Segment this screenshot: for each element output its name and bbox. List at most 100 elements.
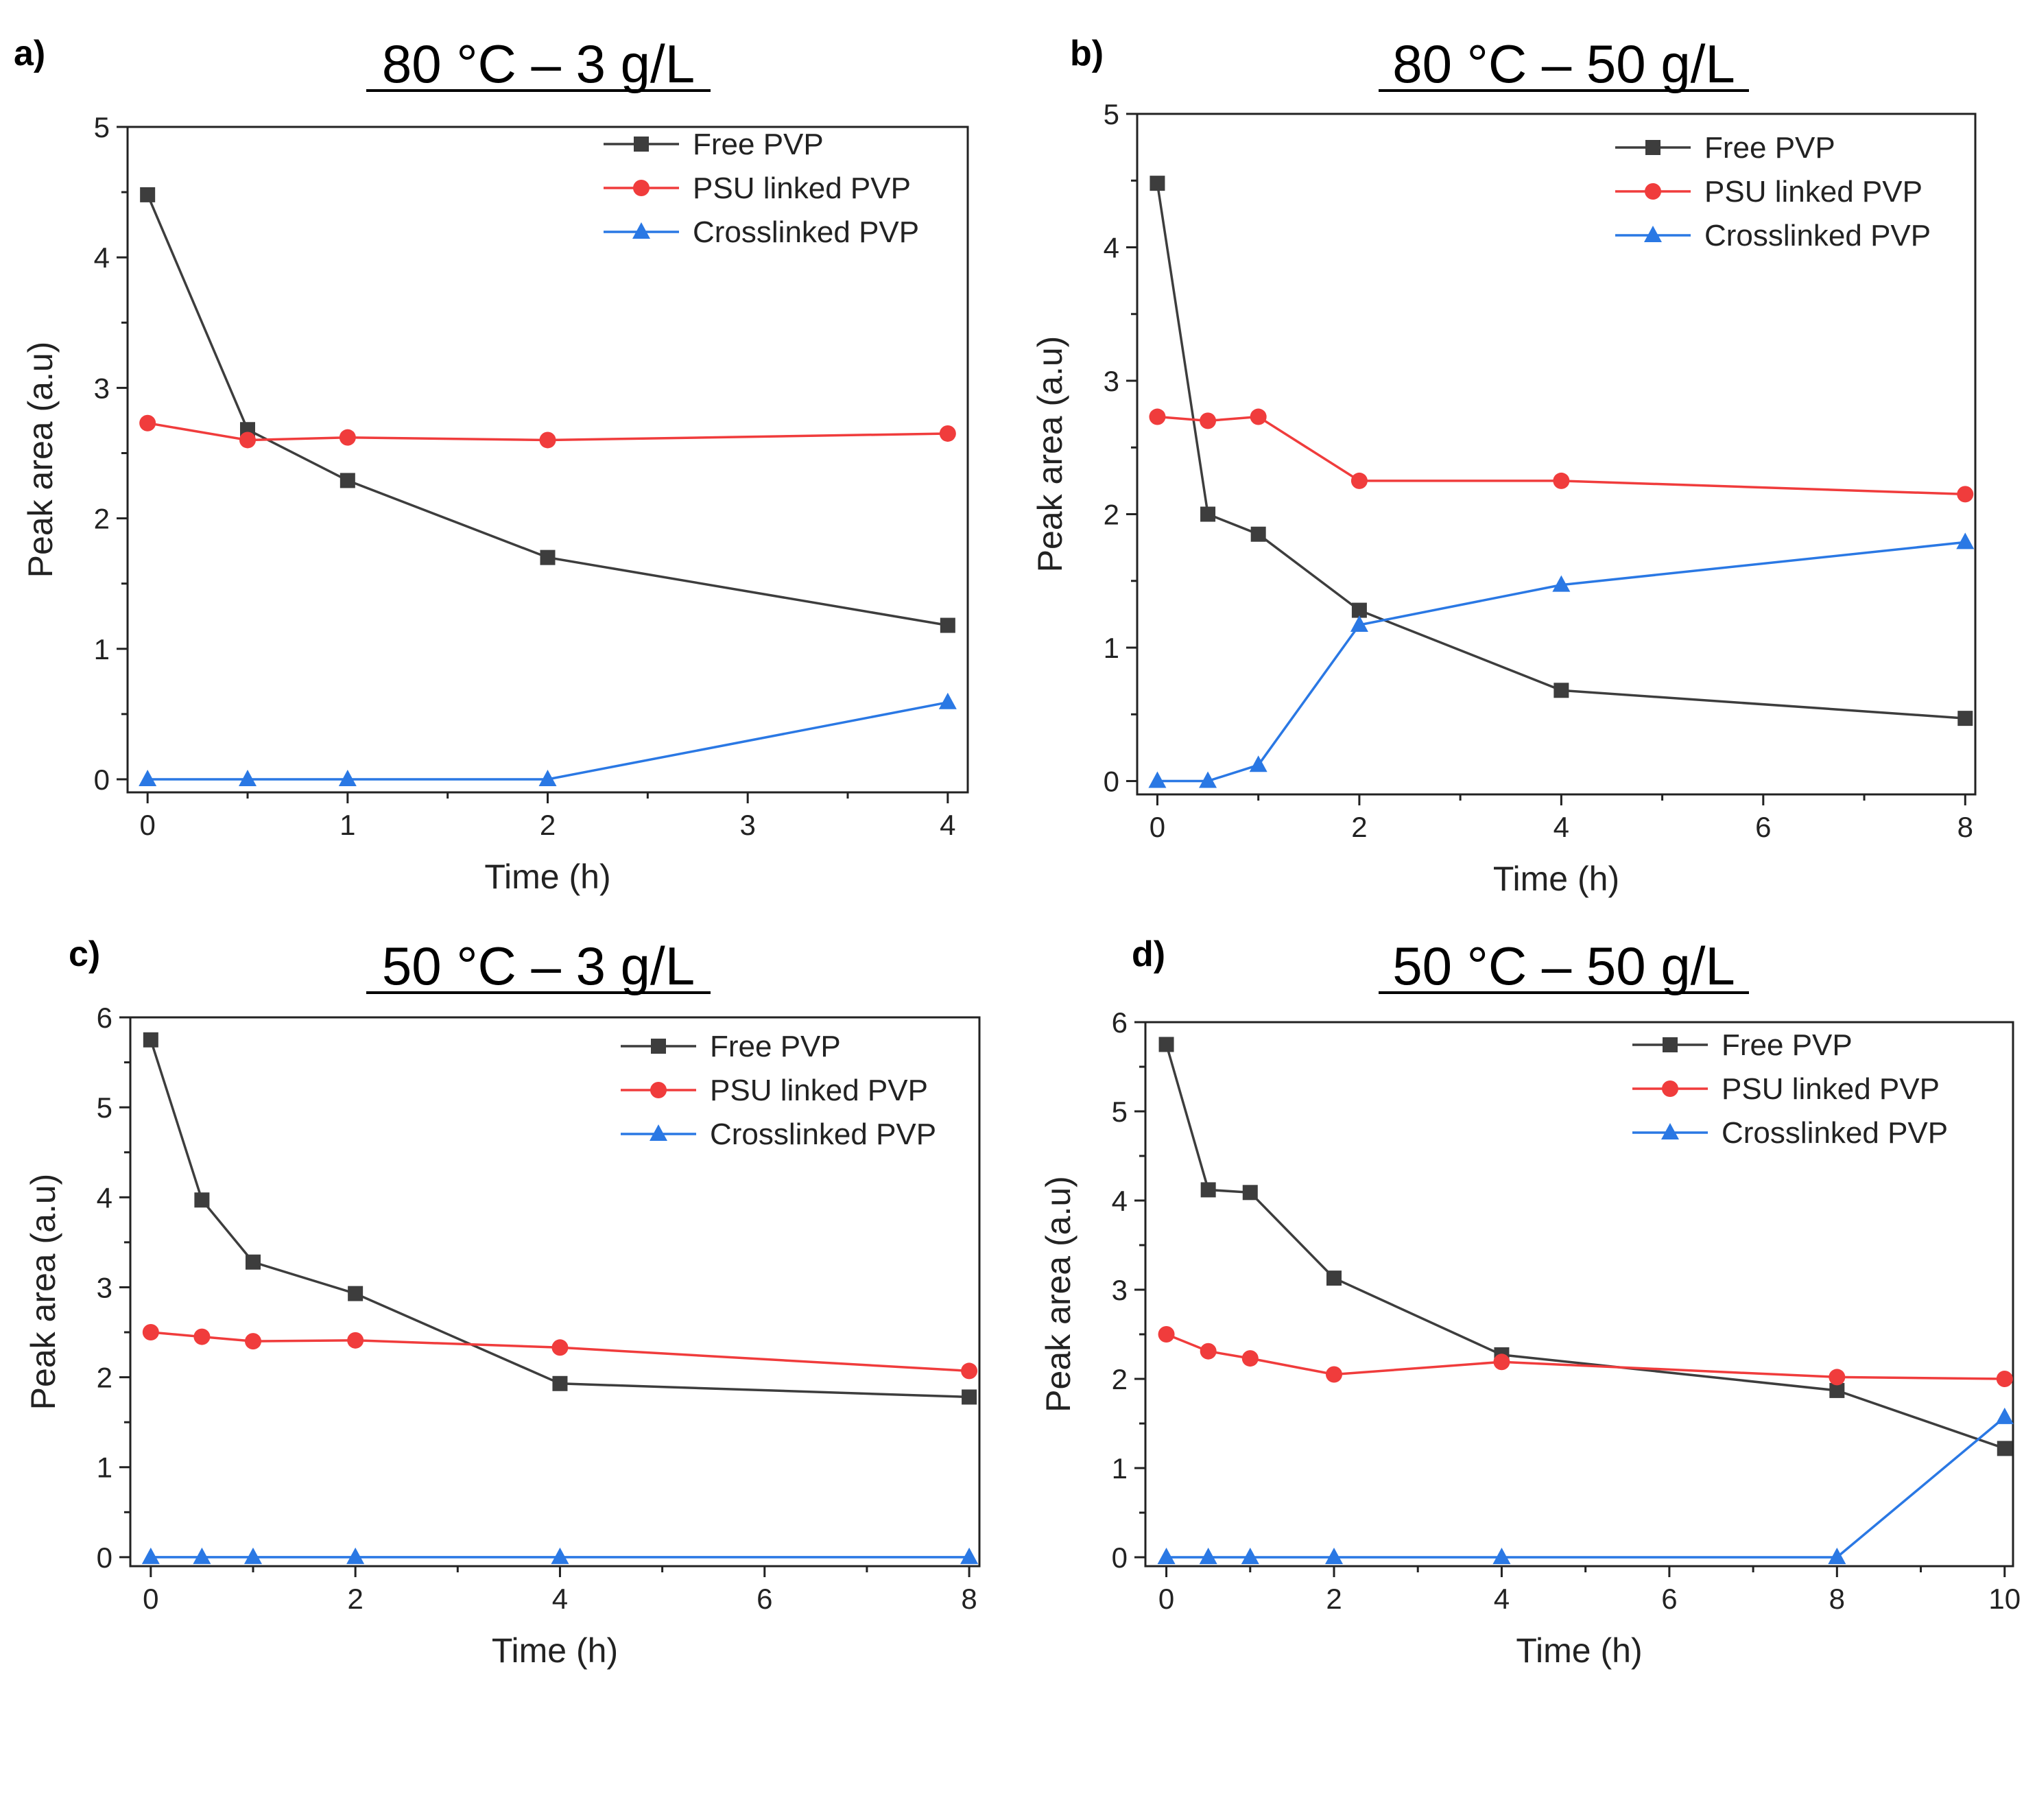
- panel-a-y-axis-label: Peak area (a.u): [21, 342, 60, 578]
- panel-c-series-free-pvp-point: [552, 1375, 568, 1391]
- panel-c-y-tick-label: 5: [97, 1091, 112, 1124]
- panel-d-series-crosslinked-pvp-point: [1241, 1548, 1259, 1564]
- panel-a-legend-marker: [634, 137, 649, 152]
- panel-a-y-tick-label: 1: [94, 633, 110, 665]
- panel-c-series-crosslinked-pvp-point: [193, 1547, 211, 1564]
- panel-c-series-psu-linked-pvp: [142, 1324, 978, 1380]
- panel-d-legend-marker: [1663, 1037, 1678, 1052]
- panel-d-x-tick-label: 0: [1158, 1583, 1174, 1615]
- panel-b-y-tick-label: 2: [1104, 499, 1119, 531]
- panel-c-y-tick-label: 0: [97, 1541, 112, 1574]
- panel-b-label: b): [1070, 34, 1104, 73]
- panel-b-y-tick-label: 4: [1104, 232, 1119, 264]
- panel-b-legend-marker: [1645, 140, 1660, 155]
- panel-a-series-free-pvp: [140, 187, 955, 633]
- panel-c-series-free-pvp: [143, 1032, 977, 1405]
- panel-b-x-tick-label: 6: [1755, 811, 1771, 843]
- panel-a-series-crosslinked-pvp-line: [147, 701, 949, 781]
- panel-b-x-tick-label: 8: [1957, 811, 1973, 843]
- panel-d-legend-label: Free PVP: [1722, 1028, 1853, 1062]
- panel-c-series-psu-linked-pvp-point: [142, 1324, 159, 1341]
- panel-d-series-psu-linked-pvp: [1158, 1326, 2013, 1387]
- panel-c-y-tick-label: 3: [97, 1271, 112, 1303]
- panel-b-series-psu-linked-pvp-point: [1553, 472, 1570, 489]
- panel-d-y-tick-label: 5: [1112, 1096, 1128, 1128]
- panel-a-x-tick-label: 1: [340, 809, 355, 841]
- panel-b-y-tick-label: 5: [1104, 98, 1119, 130]
- panel-c-x-tick-label: 2: [347, 1583, 363, 1615]
- panel-d-y-tick-label: 2: [1112, 1363, 1128, 1395]
- panel-b-series-crosslinked-pvp-point: [1249, 755, 1267, 772]
- panel-a-series-crosslinked-pvp-point: [338, 769, 357, 786]
- panel-a-series-psu-linked-pvp-point: [339, 429, 356, 446]
- panel-d-series-free-pvp-point: [1829, 1382, 1845, 1398]
- panel-d-y-axis-label: Peak area (a.u): [1039, 1176, 1078, 1413]
- panel-c-x-tick-label: 0: [143, 1583, 158, 1615]
- panel-b-x-axis-label: Time (h): [1493, 860, 1619, 898]
- panel-c-series-crosslinked-pvp-point: [346, 1547, 365, 1564]
- panel-c-series-crosslinked-pvp-point: [141, 1547, 160, 1564]
- panel-b-plot-frame: [1136, 113, 1977, 796]
- panel-c-x-axis-label: Time (h): [492, 1631, 618, 1670]
- panel-b-series-free-pvp-point: [1553, 683, 1569, 698]
- panel-c-legend-label: Crosslinked PVP: [710, 1118, 936, 1151]
- panel-c: c) 50 °C – 3 g/L 0 2 4 6 8 0 1 2 3 4 5 6 Time (h) Peak …: [24, 934, 981, 1670]
- panel-c-legend-marker: [650, 1124, 667, 1141]
- panel-a-legend-marker: [633, 180, 650, 196]
- panel-d-y-tick-label: 0: [1112, 1541, 1128, 1574]
- panel-d-series-psu-linked-pvp-point: [1326, 1366, 1342, 1383]
- panel-a-series-crosslinked-pvp-point: [938, 692, 957, 709]
- panel-a-legend-label: PSU linked PVP: [693, 172, 911, 205]
- panel-b-legend-label: Crosslinked PVP: [1704, 219, 1931, 252]
- panel-b-y-tick-label: 0: [1104, 766, 1119, 798]
- panel-d-series-psu-linked-pvp-point: [1493, 1354, 1510, 1371]
- panel-a-series-crosslinked-pvp-point: [538, 769, 557, 786]
- panel-a-series-free-pvp-point: [140, 187, 156, 202]
- panel-a-y-tick-label: 5: [94, 111, 110, 143]
- panel-d-y-tick-label: 3: [1112, 1274, 1128, 1306]
- panel-d-legend-marker: [1662, 1080, 1678, 1097]
- panel-b-legend-label: PSU linked PVP: [1704, 175, 1922, 209]
- panel-b-legend-label: Free PVP: [1704, 131, 1835, 165]
- panel-a-y-tick-label: 4: [94, 241, 110, 274]
- panel-d-series-crosslinked-pvp-point: [1157, 1548, 1176, 1564]
- panel-d-series-free-pvp-point: [1997, 1441, 2012, 1456]
- panel-b-series-psu-linked-pvp-point: [1350, 472, 1368, 489]
- panel-b-legend-marker: [1645, 183, 1661, 200]
- panel-c-series-crosslinked-pvp-point: [960, 1547, 979, 1564]
- panel-d-plot-frame: [1144, 1021, 2014, 1568]
- panel-b-x-tick-label: 0: [1150, 811, 1165, 843]
- panel-b-series-psu-linked-pvp-point: [1200, 412, 1217, 429]
- panel-b-series-free-pvp-line: [1156, 182, 1966, 720]
- panel-a-series-psu-linked-pvp-point: [139, 414, 156, 432]
- panel-a-series-crosslinked-pvp-point: [139, 769, 157, 786]
- panel-c-series-free-pvp-point: [245, 1254, 261, 1270]
- panel-a-title: 80 °C – 3 g/L: [382, 34, 695, 94]
- panel-b-series-crosslinked-pvp-line: [1157, 541, 1966, 783]
- panel-a-x-tick-label: 2: [540, 809, 556, 841]
- panel-b-y-tick-label: 1: [1104, 632, 1119, 664]
- panel-a-x-tick-label: 3: [739, 809, 755, 841]
- panel-d-series-crosslinked-pvp-point: [1325, 1548, 1343, 1564]
- panel-a-series-crosslinked-pvp: [139, 692, 957, 786]
- panel-a-series-psu-linked-pvp-point: [239, 432, 256, 449]
- panel-d-y-tick-label: 6: [1112, 1006, 1128, 1039]
- panel-b-x-tick-label: 2: [1351, 811, 1367, 843]
- panel-b-series-crosslinked-pvp-point: [1350, 615, 1368, 632]
- panel-c-y-axis-label: Peak area (a.u): [24, 1174, 62, 1410]
- panel-c-series-psu-linked-pvp-line: [150, 1331, 970, 1373]
- panel-d-legend-marker: [1661, 1123, 1679, 1139]
- panel-c-title: 50 °C – 3 g/L: [382, 936, 695, 996]
- panel-a-series-free-pvp-point: [340, 473, 355, 488]
- panel-c-x-tick-label: 8: [961, 1583, 977, 1615]
- panel-d-x-tick-label: 8: [1829, 1583, 1845, 1615]
- panel-d-series-crosslinked-pvp-point: [1828, 1548, 1846, 1564]
- panel-b-series-crosslinked-pvp: [1148, 532, 1975, 788]
- panel-d-x-tick-label: 10: [1988, 1583, 2021, 1615]
- panel-b-legend-marker: [1644, 226, 1662, 242]
- panel-b-series-free-pvp-point: [1351, 602, 1367, 618]
- panel-d-series-crosslinked-pvp-line: [1166, 1416, 2005, 1559]
- panel-b-series-psu-linked-pvp: [1149, 408, 1974, 503]
- panel-d-series-crosslinked-pvp-point: [1492, 1548, 1511, 1564]
- panel-b-series-free-pvp-point: [1150, 176, 1165, 191]
